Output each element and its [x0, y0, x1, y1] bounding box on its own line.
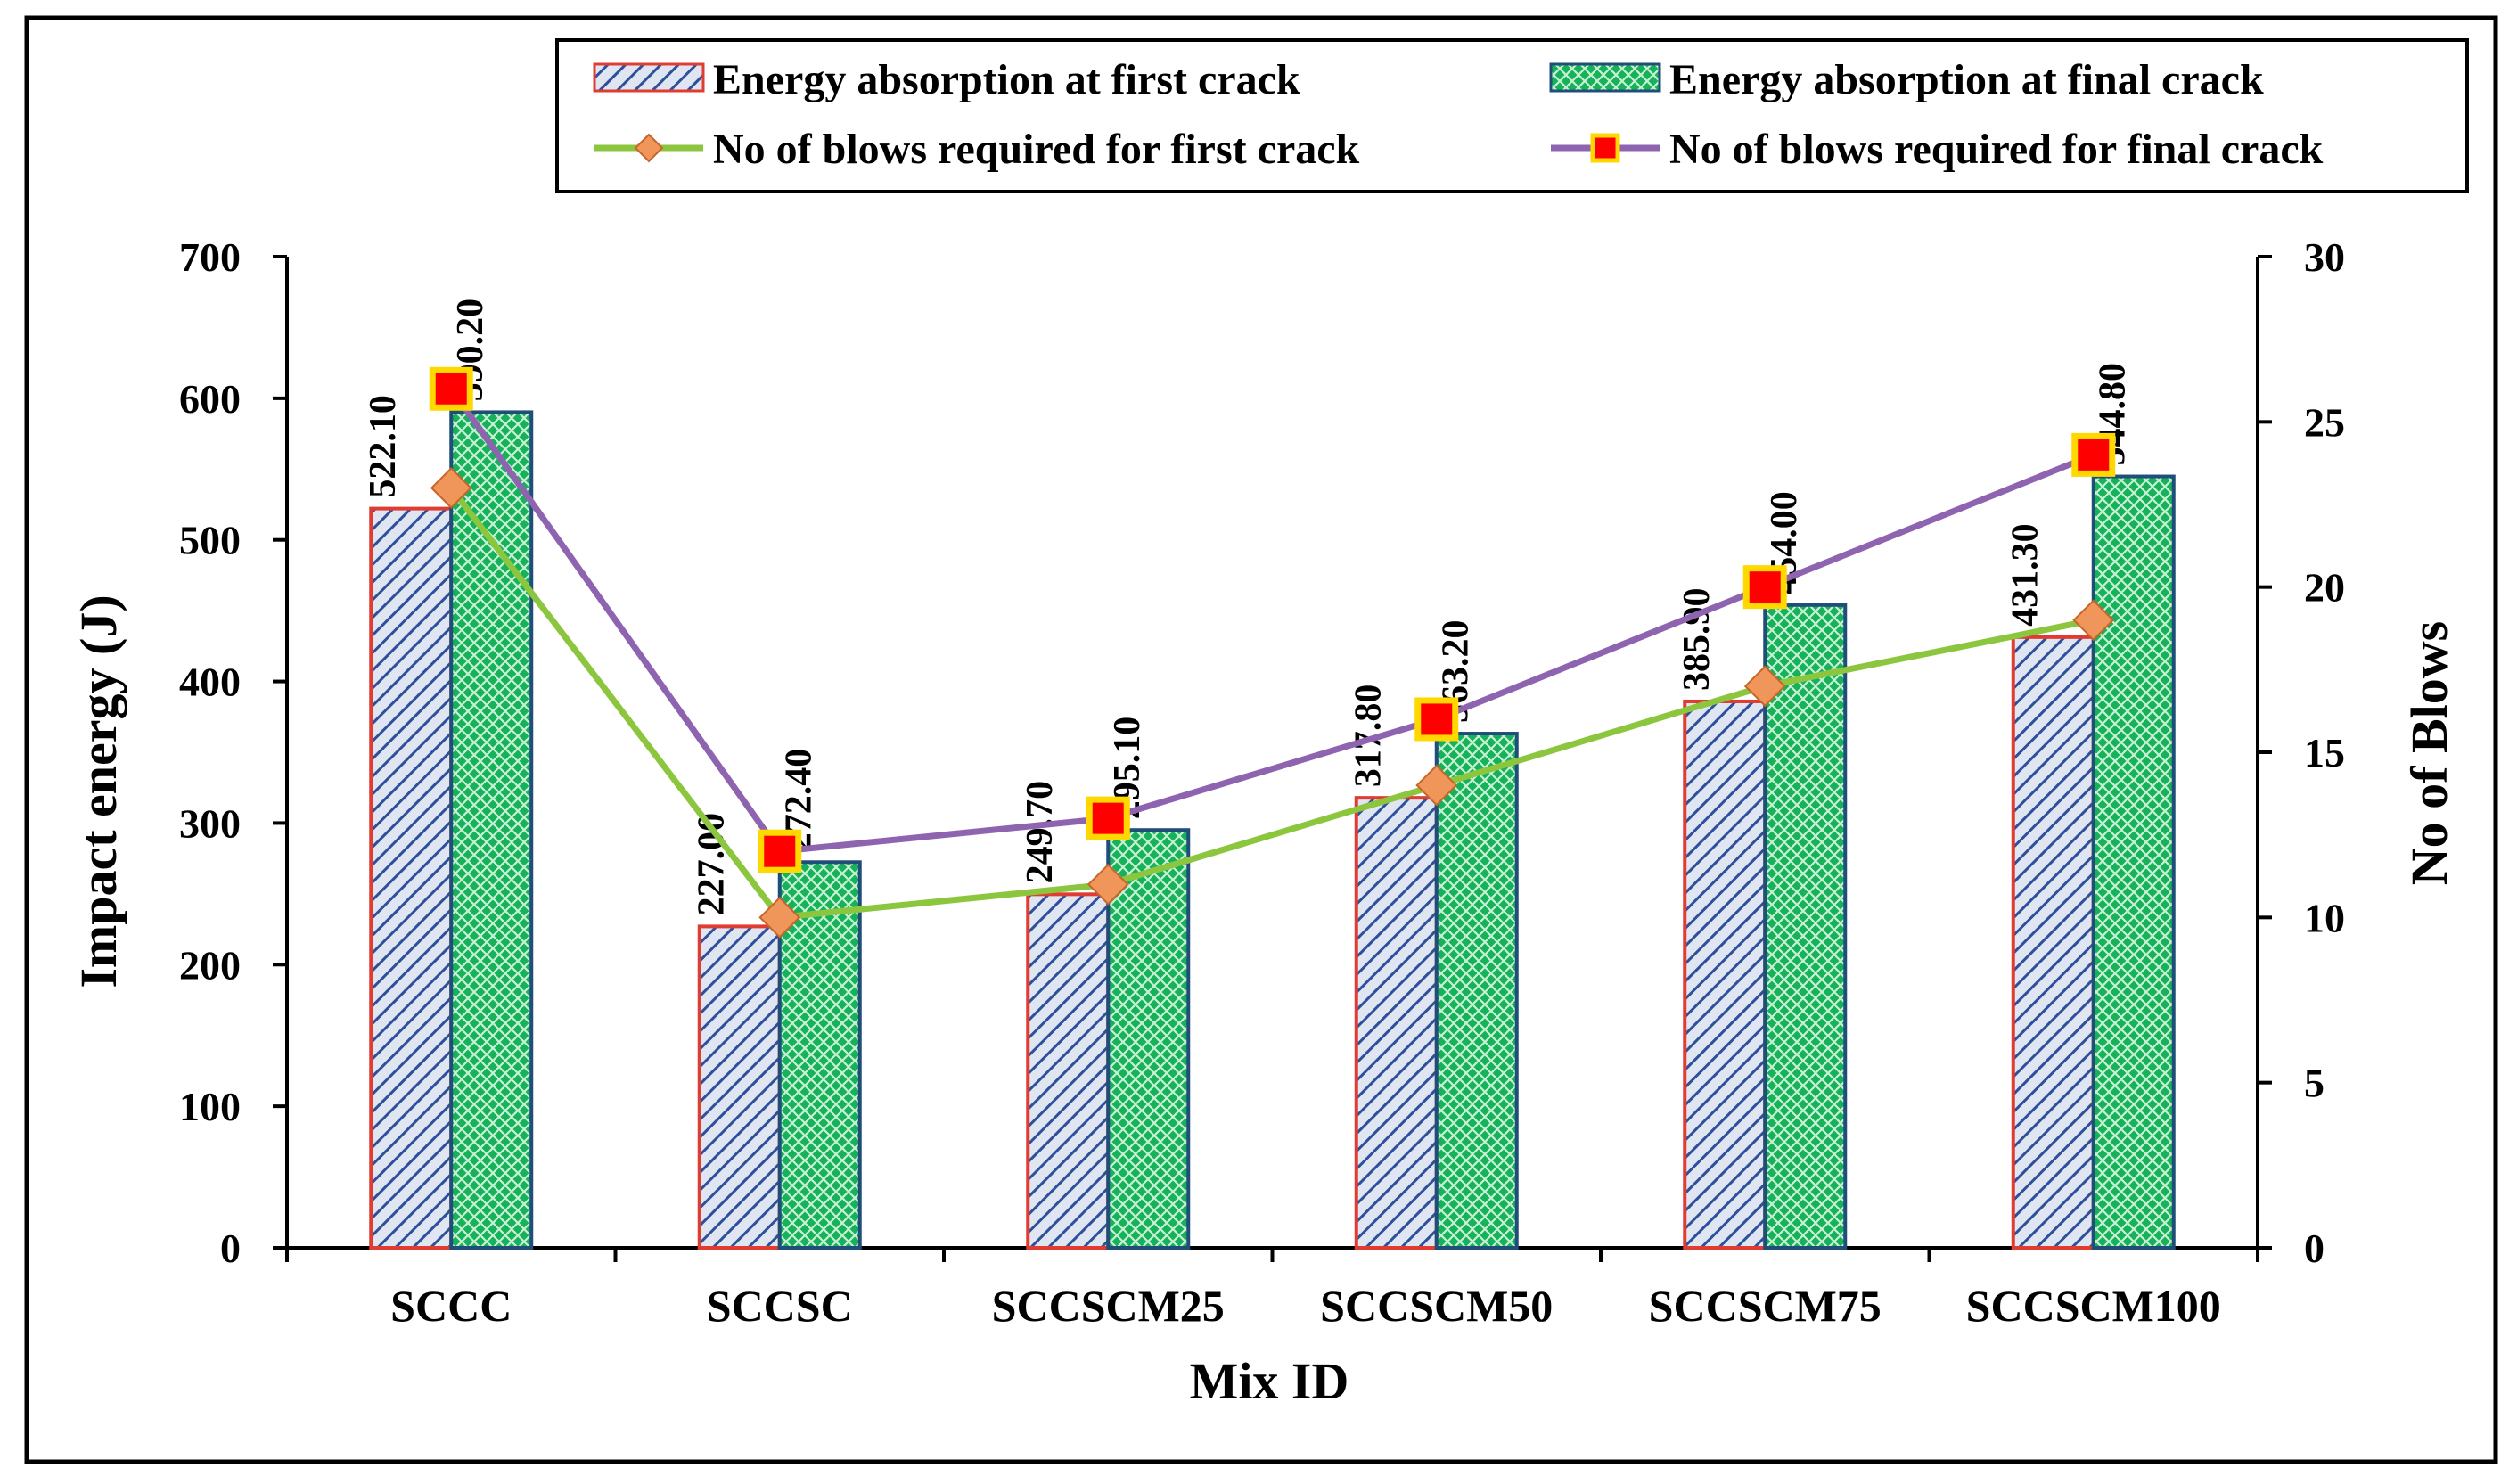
x-tick-label-sccscm50: SCCSCM50: [1320, 1281, 1553, 1331]
y2-tick-label: 20: [2304, 565, 2345, 611]
marker-first-crack-blows-sccscm25: [1086, 863, 1129, 906]
y-tick-label: 700: [179, 234, 241, 280]
line-final-crack-blows: [448, 387, 2095, 855]
legend-label-first-crack-energy: Energy absorption at first crack: [713, 56, 1300, 103]
y2-tick-label: 0: [2304, 1226, 2325, 1271]
marker-first-crack-blows-sccc: [430, 467, 472, 509]
data-label-first-crack-sccscm75: 385.90: [1677, 587, 1718, 691]
bar-final-crack-sccscm25: [1106, 828, 1191, 1250]
bar-first-crack-sccscm50: [1354, 796, 1439, 1250]
bar-final-crack-sccscm100: [2091, 474, 2176, 1250]
y-tick-label: 600: [179, 376, 241, 422]
bar-first-crack-sccc: [369, 506, 454, 1250]
marker-final-crack-blows-sccsc: [758, 829, 802, 873]
x-tick-label-sccscm25: SCCSCM25: [992, 1281, 1225, 1331]
bar-first-crack-sccscm100: [2011, 635, 2095, 1250]
x-tick-label-sccc: SCCC: [390, 1281, 512, 1331]
y2-tick-label: 25: [2304, 399, 2345, 445]
bar-final-crack-sccsc: [777, 860, 862, 1250]
legend-label-final-crack-blows: No of blows required for final crack: [1669, 126, 2324, 173]
y-tick-label: 400: [179, 660, 241, 705]
marker-final-crack-blows-sccscm100: [2071, 432, 2116, 477]
y2-tick-label: 15: [2304, 730, 2345, 775]
y-axis-title: Impact energy (J): [70, 594, 127, 988]
bar-final-crack-sccscm75: [1763, 603, 1848, 1250]
marker-first-crack-blows-sccscm100: [2072, 599, 2115, 642]
marker-final-crack-blows-sccscm75: [1742, 565, 1787, 610]
marker-first-crack-blows-sccsc: [758, 896, 801, 939]
legend-label-first-crack-blows: No of blows required for first crack: [713, 126, 1360, 173]
bar-first-crack-sccsc: [697, 924, 782, 1250]
legend: Energy absorption at first crack Energy …: [555, 38, 2469, 193]
marker-first-crack-blows-sccscm50: [1415, 764, 1458, 807]
y-tick-label: 500: [179, 518, 241, 563]
legend-swatch-final-crack-energy: [1549, 62, 1661, 93]
marker-final-crack-blows-sccscm50: [1414, 697, 1459, 742]
legend-marker-first-crack-blows: [634, 133, 664, 163]
x-axis-title: Mix ID: [1190, 1352, 1349, 1410]
bar-final-crack-sccscm50: [1434, 732, 1519, 1250]
y-tick-label: 200: [179, 942, 241, 988]
y-tick-label: 0: [220, 1226, 241, 1271]
marker-first-crack-blows-sccscm75: [1743, 665, 1786, 708]
marker-final-crack-blows-sccscm25: [1086, 796, 1130, 840]
data-label-first-crack-sccc: 522.10: [363, 395, 404, 498]
plot-area: 0 100 200 300 400 500 600 700 0 5 10 15 20 25 30 SCCC SC…: [179, 234, 2345, 1331]
y2-tick-label: 30: [2304, 234, 2345, 280]
line-first-crack-blows: [448, 486, 2095, 921]
data-label-first-crack-sccscm100: 431.30: [2005, 523, 2046, 627]
bar-first-crack-sccscm25: [1026, 892, 1111, 1250]
x-tick-label-sccsc: SCCSC: [707, 1281, 853, 1331]
bar-first-crack-sccscm75: [1683, 699, 1767, 1250]
x-tick-label-sccscm75: SCCSCM75: [1649, 1281, 1882, 1331]
y-tick-label: 100: [179, 1084, 241, 1129]
bar-final-crack-sccc: [449, 410, 534, 1250]
legend-label-final-crack-energy: Energy absorption at final crack: [1669, 56, 2264, 103]
legend-swatch-first-crack-energy: [593, 62, 705, 93]
data-label-first-crack-sccscm25: 249.70: [1020, 781, 1061, 884]
x-tick-label-sccscm100: SCCSCM100: [1966, 1281, 2221, 1331]
y2-tick-label: 5: [2304, 1061, 2325, 1106]
y2-tick-label: 10: [2304, 895, 2345, 940]
legend-box: [555, 38, 2469, 193]
y2-axis-title: No of Blows: [2400, 621, 2458, 885]
marker-final-crack-blows-sccc: [429, 366, 473, 411]
y-tick-label: 300: [179, 800, 241, 846]
legend-marker-final-crack-blows: [1590, 133, 1620, 163]
